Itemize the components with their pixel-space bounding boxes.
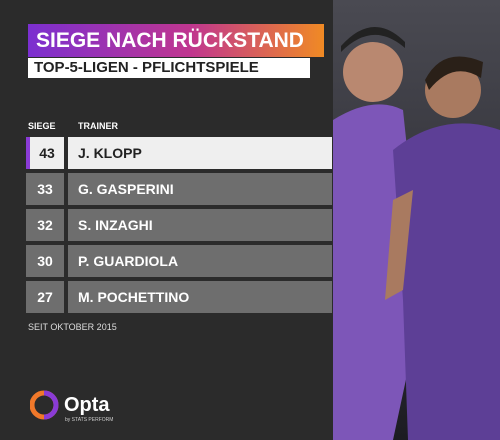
coach-cell: M. POCHETTINO xyxy=(68,281,332,313)
wins-cell: 33 xyxy=(26,173,64,205)
coach-cell: S. INZAGHI xyxy=(68,209,332,241)
coach-cell: G. GASPERINI xyxy=(68,173,332,205)
coach-cell: J. KLOPP xyxy=(68,137,332,169)
footnote: SEIT OKTOBER 2015 xyxy=(28,322,117,332)
wins-cell: 32 xyxy=(26,209,64,241)
coach-cell: P. GUARDIOLA xyxy=(68,245,332,277)
wins-cell: 43 xyxy=(26,137,64,169)
column-header: SIEGE xyxy=(28,121,56,131)
brand-name: Opta xyxy=(64,394,110,416)
brand-tagline: by STATS PERFORM xyxy=(65,417,114,423)
wins-cell: 27 xyxy=(26,281,64,313)
photo xyxy=(333,0,500,440)
column-header: TRAINER xyxy=(78,121,118,131)
brand-logo xyxy=(30,390,59,420)
title: SIEGE NACH RÜCKSTAND xyxy=(28,24,324,57)
wins-cell: 30 xyxy=(26,245,64,277)
subtitle: TOP-5-LIGEN - PFLICHTSPIELE xyxy=(28,58,310,78)
